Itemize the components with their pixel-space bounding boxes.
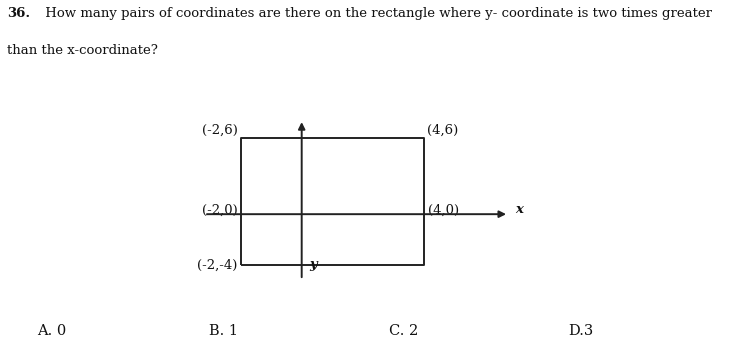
Text: (-2,6): (-2,6) (202, 124, 238, 137)
Text: (4,0): (4,0) (428, 204, 459, 217)
Text: D.3: D.3 (568, 324, 594, 338)
Text: y: y (310, 258, 317, 271)
Text: (4,6): (4,6) (426, 124, 458, 137)
Text: How many pairs of coordinates are there on the rectangle where y- coordinate is : How many pairs of coordinates are there … (41, 7, 712, 20)
Text: B. 1: B. 1 (209, 324, 239, 338)
Text: C. 2: C. 2 (389, 324, 418, 338)
Text: x: x (515, 203, 523, 216)
Text: (-2,-4): (-2,-4) (197, 258, 238, 271)
Text: than the x-coordinate?: than the x-coordinate? (7, 44, 159, 56)
Text: (-2,0): (-2,0) (202, 204, 238, 217)
Text: A. 0: A. 0 (37, 324, 67, 338)
Text: 36.: 36. (7, 7, 31, 20)
